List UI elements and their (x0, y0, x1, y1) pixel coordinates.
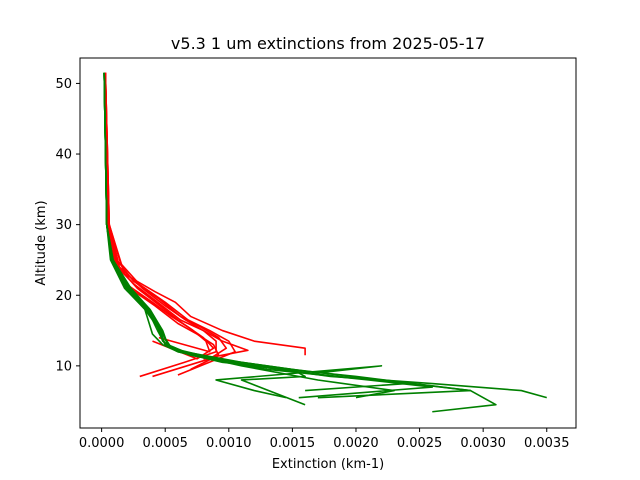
x-tick-label: 0.0020 (333, 436, 379, 451)
x-tick-label: 0.0000 (79, 436, 125, 451)
y-tick-label: 50 (55, 77, 72, 92)
x-tick-label: 0.0030 (460, 436, 506, 451)
profile-line-8 (104, 72, 211, 353)
chart-title: v5.3 1 um extinctions from 2025-05-17 (171, 34, 485, 53)
x-tick-label: 0.0035 (524, 436, 570, 451)
x-tick-label: 0.0025 (397, 436, 443, 451)
x-axis: 0.0000 0.0005 0.0010 0.0015 0.0020 0.0025 0.00… (79, 428, 570, 451)
y-tick-label: 30 (55, 218, 72, 233)
profile-line-7 (104, 72, 249, 360)
profile-line-16 (103, 72, 408, 392)
y-tick-label: 10 (55, 359, 72, 374)
plot-frame (79, 57, 577, 429)
y-tick-label: 40 (55, 148, 72, 163)
plot-lines (103, 72, 547, 413)
x-tick-label: 0.0015 (270, 436, 316, 451)
x-tick-label: 0.0010 (206, 436, 252, 451)
y-axis-title: Altitude (km) (34, 200, 49, 285)
y-axis: 10 20 30 40 50 (55, 77, 80, 374)
x-tick-label: 0.0005 (142, 436, 188, 451)
x-axis-title: Extinction (km-1) (272, 457, 384, 472)
y-tick-label: 20 (55, 289, 72, 304)
profile-line-4 (104, 72, 306, 356)
